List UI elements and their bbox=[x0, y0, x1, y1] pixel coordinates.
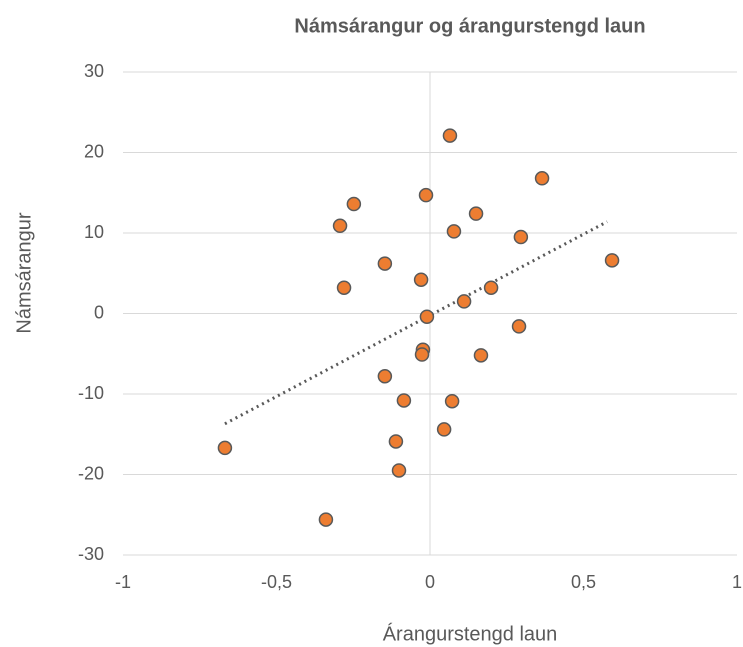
data-point bbox=[442, 128, 458, 143]
chart-title: Námsárangur og árangurstengd laun bbox=[294, 15, 645, 37]
y-tick-label: 10 bbox=[84, 222, 104, 242]
data-point bbox=[468, 206, 484, 221]
data-point bbox=[396, 393, 412, 408]
data-point bbox=[419, 309, 435, 324]
data-point bbox=[217, 440, 233, 456]
data-point bbox=[511, 319, 527, 334]
y-tick-label: -10 bbox=[78, 383, 104, 403]
x-tick-label: 0,5 bbox=[571, 572, 596, 592]
data-point bbox=[513, 229, 529, 245]
data-point bbox=[377, 369, 393, 384]
y-tick-label: 0 bbox=[94, 302, 104, 322]
data-point bbox=[436, 422, 452, 437]
trendline bbox=[224, 220, 608, 426]
data-point bbox=[336, 280, 352, 295]
x-axis-title: Árangurstengd laun bbox=[383, 622, 558, 645]
data-point bbox=[377, 256, 393, 271]
data-point bbox=[446, 224, 462, 239]
x-tick-label: -1 bbox=[115, 572, 131, 592]
y-tick-label: -20 bbox=[78, 463, 104, 483]
data-point bbox=[604, 253, 620, 268]
y-tick-label: -30 bbox=[78, 544, 104, 564]
data-point bbox=[444, 393, 460, 409]
data-point bbox=[346, 196, 362, 212]
y-axis-title: Námsárangur bbox=[13, 212, 35, 334]
data-point bbox=[456, 294, 472, 309]
data-point bbox=[332, 218, 348, 234]
x-tick-label: -0,5 bbox=[261, 572, 292, 592]
data-point bbox=[391, 463, 407, 478]
x-tick-label: 1 bbox=[732, 572, 742, 592]
data-point bbox=[318, 512, 334, 527]
data-point bbox=[414, 347, 430, 362]
data-point bbox=[413, 272, 429, 287]
data-point bbox=[534, 171, 550, 186]
data-point bbox=[418, 187, 434, 203]
data-point bbox=[388, 434, 404, 449]
x-tick-label: 0 bbox=[425, 572, 435, 592]
y-tick-label: 20 bbox=[84, 141, 104, 161]
data-point bbox=[473, 348, 489, 363]
y-tick-label: 30 bbox=[84, 61, 104, 81]
data-point bbox=[483, 280, 499, 295]
